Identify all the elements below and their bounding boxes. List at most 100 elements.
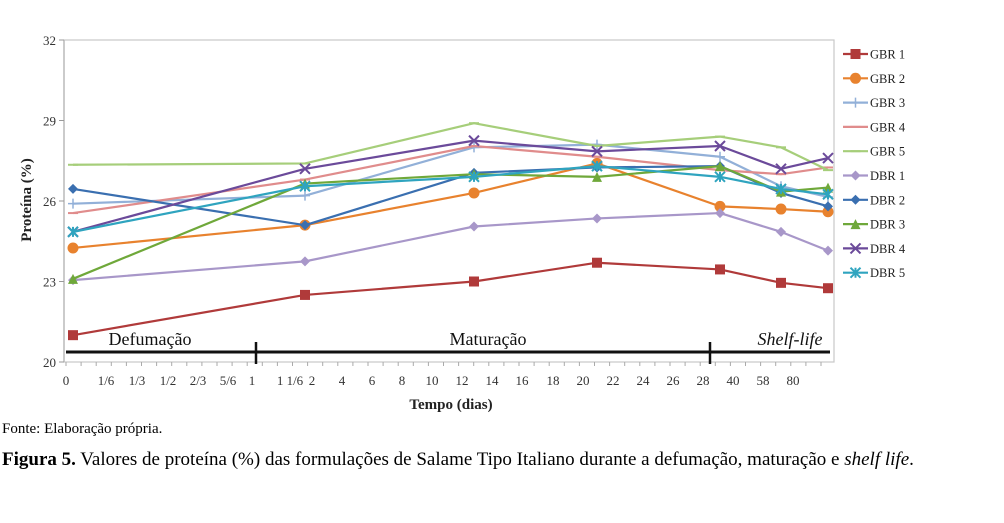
data-point xyxy=(67,226,79,238)
y-axis-title: Proteína (%) xyxy=(19,158,35,241)
legend-item: GBR 4 xyxy=(843,120,906,134)
data-point xyxy=(591,145,603,158)
x-tick-label: 5/6 xyxy=(220,373,237,388)
x-tick-label: 14 xyxy=(486,373,500,388)
figure-caption: Figura 5. Valores de proteína (%) das fo… xyxy=(2,446,1002,473)
data-point xyxy=(715,264,725,275)
series-dbr-4 xyxy=(67,134,834,238)
legend-item: GBR 5 xyxy=(843,145,905,159)
legend-marker xyxy=(850,219,861,230)
data-point xyxy=(300,220,310,231)
data-point xyxy=(775,183,787,195)
data-point xyxy=(68,198,78,209)
x-tick-label: 1/3 xyxy=(129,373,146,388)
data-point xyxy=(468,187,480,199)
legend-marker xyxy=(850,170,861,181)
data-point xyxy=(823,201,833,212)
x-tick-label: 24 xyxy=(637,373,651,388)
x-tick-label: 1/6 xyxy=(98,373,115,388)
legend-label: GBR 5 xyxy=(870,145,905,159)
x-tick-label: 26 xyxy=(667,373,681,388)
x-tick-label: 18 xyxy=(547,373,560,388)
phase-label: Defumação xyxy=(109,329,192,349)
series-line xyxy=(72,165,829,280)
x-tick-label: 1/2 xyxy=(160,373,177,388)
series-gbr-5 xyxy=(68,122,833,172)
data-point xyxy=(775,203,787,215)
legend-item: GBR 2 xyxy=(843,72,905,86)
caption-end: . xyxy=(909,449,914,470)
legend-item: DBR 3 xyxy=(843,218,905,232)
x-tick-label: 12 xyxy=(456,373,469,388)
y-tick-label: 26 xyxy=(43,194,57,209)
x-axis-title: Tempo (dias) xyxy=(409,397,492,413)
data-point xyxy=(469,276,479,287)
x-tick-label: 1 xyxy=(249,373,256,388)
data-point xyxy=(823,245,833,256)
series-gbr-1 xyxy=(68,257,833,341)
figure-source: Fonte: Elaboração própria. xyxy=(2,421,163,437)
data-point xyxy=(469,221,479,232)
legend-label: DBR 3 xyxy=(870,218,905,232)
y-tick-label: 29 xyxy=(43,114,56,129)
series-dbr-5 xyxy=(67,160,834,238)
legend-item: DBR 1 xyxy=(843,169,905,183)
legend-label: GBR 3 xyxy=(870,96,905,110)
x-tick-label: 22 xyxy=(607,373,620,388)
series-group xyxy=(67,122,834,341)
x-tick-label: 80 xyxy=(787,373,800,388)
data-point xyxy=(592,257,602,268)
legend-marker xyxy=(849,242,862,255)
data-point xyxy=(591,160,603,172)
series-line xyxy=(72,261,829,337)
x-tick-label: 10 xyxy=(426,373,439,388)
x-tick-label: 2 xyxy=(309,373,316,388)
legend-label: GBR 1 xyxy=(870,48,905,62)
phase-label: Maturação xyxy=(450,329,527,349)
data-point xyxy=(68,330,78,341)
legend-marker xyxy=(850,97,861,108)
legend-marker xyxy=(850,49,861,59)
x-tick-label: 6 xyxy=(369,373,376,388)
phase-label: Shelf-life xyxy=(758,329,823,349)
data-point xyxy=(300,289,310,300)
data-point xyxy=(68,183,78,194)
data-point xyxy=(822,206,834,218)
data-point xyxy=(776,226,786,237)
caption-italic: shelf life xyxy=(844,449,910,470)
data-point xyxy=(67,242,79,254)
legend-label: DBR 4 xyxy=(870,242,906,256)
data-point xyxy=(299,180,311,192)
data-point xyxy=(468,134,480,147)
legend-label: GBR 4 xyxy=(870,120,906,134)
legend-item: GBR 1 xyxy=(843,48,905,62)
data-point xyxy=(822,152,834,164)
x-tick-label: 58 xyxy=(757,373,770,388)
legend-label: GBR 2 xyxy=(870,72,905,86)
legend-label: DBR 5 xyxy=(870,266,905,280)
data-point xyxy=(592,171,602,182)
series-dbr-2 xyxy=(68,161,833,231)
data-point xyxy=(68,273,78,284)
x-tick-label: 28 xyxy=(697,373,710,388)
data-point xyxy=(714,171,726,183)
x-tick-label: 4 xyxy=(339,373,346,388)
data-point xyxy=(715,161,725,172)
data-point xyxy=(823,283,833,294)
legend-marker xyxy=(850,72,861,84)
legend: GBR 1 GBR 2 GBR 3 GBR 4 GBR 5 DBR 1 DBR 2 DBR 3… xyxy=(843,48,906,280)
figure-label: Figura 5. xyxy=(2,449,76,470)
data-point xyxy=(776,277,786,288)
legend-label: DBR 2 xyxy=(870,193,905,207)
x-tick-label: 40 xyxy=(727,373,740,388)
legend-item: DBR 4 xyxy=(843,242,906,256)
legend-item: DBR 5 xyxy=(843,266,905,280)
data-point xyxy=(468,171,480,183)
legend-marker xyxy=(849,266,862,279)
data-point xyxy=(300,256,310,267)
data-point xyxy=(300,190,310,201)
x-tick-label: 0 xyxy=(63,373,70,388)
data-point xyxy=(715,151,725,162)
